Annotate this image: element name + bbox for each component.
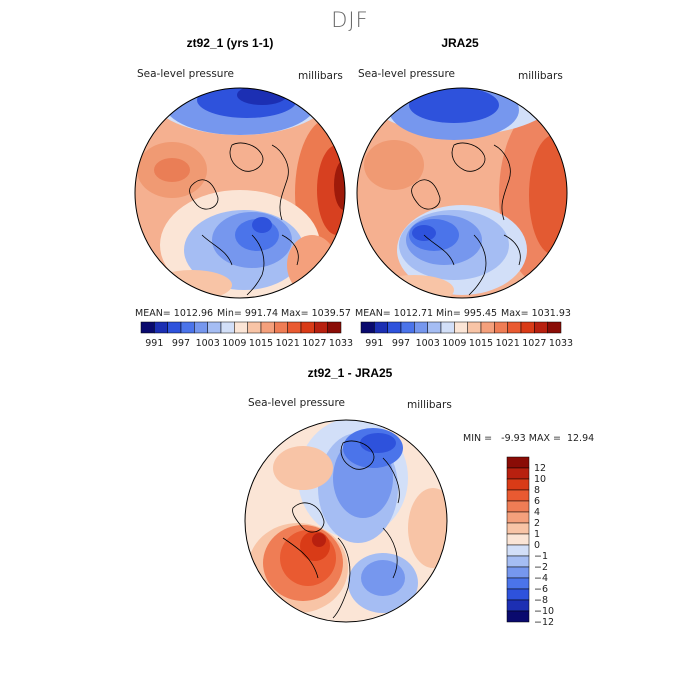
panel-1-colorbar-swatch [327, 321, 342, 334]
panel-2-colorbar-swatch [454, 321, 468, 334]
panel-1-colorbar-swatch [300, 321, 315, 334]
panel-1-colorbar-tick-label: 1033 [329, 338, 353, 349]
diff-colorbar-swatch [506, 500, 530, 513]
panel-2-colorbar-swatch [427, 321, 442, 334]
panel-2-units-label: millibars [518, 70, 563, 82]
panel-1-map [134, 87, 346, 299]
panel-2-colorbar-swatch [374, 321, 388, 334]
panel-2-map [356, 87, 568, 299]
panel-1-colorbar-swatch [260, 321, 275, 334]
panel-1-variable-label: Sea-level pressure [137, 68, 235, 80]
panel-1-colorbar-swatch [140, 321, 155, 334]
panel-2-colorbar-swatch [494, 321, 508, 334]
panel-2-title: JRA25 [441, 36, 479, 50]
panel-2-colorbar-swatch [467, 321, 482, 334]
diff-colorbar-tick-label: 4 [534, 507, 540, 518]
panel-2-colorbar-swatch [387, 321, 402, 334]
diff-colorbar-tick-label: 0 [534, 540, 540, 551]
diff-panel-map [244, 419, 448, 623]
diff-colorbar-tick-label: 10 [534, 474, 546, 485]
panel-2-colorbar-swatch [440, 321, 455, 334]
panel-2-colorbar-swatch [414, 321, 428, 334]
panel-2-colorbar-tick-label: 1027 [522, 338, 546, 349]
diff-colorbar-swatch [506, 456, 530, 469]
panel-1-colorbar-swatch [167, 321, 182, 334]
diff-colorbar-tick-label: 2 [534, 518, 540, 529]
panel-2-colorbar-swatch [534, 321, 548, 334]
panel-1-units-label: millibars [298, 70, 343, 82]
panel-1-colorbar-tick-label: 1021 [276, 338, 300, 349]
season-title: DJF [331, 8, 369, 32]
panel-2-colorbar-tick-label: 1009 [442, 338, 466, 349]
diff-colorbar-tick-label: 8 [534, 485, 540, 496]
panel-2-colorbar-swatch [400, 321, 415, 334]
panel-1-colorbar-swatch [154, 321, 168, 334]
diff-colorbar-tick-label: 1 [534, 529, 540, 540]
panel-2-colorbar-tick-label: 1021 [496, 338, 520, 349]
panel-2-colorbar-swatch [507, 321, 522, 334]
panel-1-mean: MEAN= 1012.96 [135, 308, 214, 319]
panel-1-colorbar: 991 997 1003 1009 1015 1021 1027 1033 [140, 321, 353, 349]
panel-2-colorbar-tick-label: 1003 [416, 338, 440, 349]
panel-2-mean: MEAN= 1012.71 [355, 308, 434, 319]
panel-1-colorbar-tick-label: 1009 [222, 338, 246, 349]
panel-1-colorbar-swatch [314, 321, 328, 334]
diff-colorbar-tick-label: −6 [534, 584, 548, 595]
diff-colorbar-tick-label: 6 [534, 496, 540, 507]
diff-colorbar-swatch [506, 511, 530, 524]
panel-2-colorbar-swatch [547, 321, 562, 334]
diff-panel-variable-label: Sea-level pressure [248, 397, 346, 409]
panel-1-colorbar-swatch [287, 321, 302, 334]
diff-colorbar-swatch [506, 489, 530, 502]
panel-2-min: Min= 995.45 [436, 308, 498, 319]
panel-1-colorbar-swatch [180, 321, 195, 334]
diff-colorbar-tick-label: −2 [534, 562, 548, 573]
diff-colorbar-tick-label: −8 [534, 595, 548, 606]
diff-colorbar-swatch [506, 522, 530, 535]
panel-1-max: Max= 1039.57 [281, 308, 351, 319]
diff-colorbar-swatch [506, 577, 530, 590]
diff-panel-units-label: millibars [407, 399, 452, 411]
diff-colorbar-swatch [506, 533, 530, 546]
panel-1-title: zt92_1 (yrs 1-1) [186, 36, 274, 50]
panel-1-colorbar-swatch [274, 321, 288, 334]
panel-2-colorbar-swatch [520, 321, 535, 334]
panel-2-max: Max= 1031.93 [501, 308, 571, 319]
panel-2-colorbar-swatch [480, 321, 495, 334]
panel-1-colorbar-swatch [194, 321, 208, 334]
panel-1-colorbar-tick-label: 1027 [302, 338, 326, 349]
diff-colorbar-swatch [506, 566, 530, 579]
panel-2-colorbar-tick-label: 1033 [549, 338, 573, 349]
diff-colorbar-tick-label: −12 [534, 617, 554, 628]
panel-1-colorbar-tick-label: 1003 [196, 338, 220, 349]
panel-2-colorbar: 991 997 1003 1009 1015 1021 1027 1033 [360, 321, 573, 349]
panel-1-colorbar-swatch [247, 321, 262, 334]
diff-panel-minmax: MIN = -9.93 MAX = 12.94 [463, 433, 595, 444]
panel-1-colorbar-swatch [234, 321, 248, 334]
panel-1-colorbar-swatch [220, 321, 235, 334]
panel-2-colorbar-tick-label: 1015 [469, 338, 493, 349]
panel-1-colorbar-tick-label: 991 [145, 338, 163, 349]
diff-colorbar-swatch [506, 467, 530, 480]
diff-colorbar-swatch [506, 544, 530, 557]
diff-panel-title: zt92_1 - JRA25 [307, 366, 393, 380]
panel-2-variable-label: Sea-level pressure [358, 68, 456, 80]
panel-1-colorbar-tick-label: 1015 [249, 338, 273, 349]
diff-colorbar-swatch [506, 599, 530, 612]
diff-colorbar-swatch [506, 478, 530, 491]
diff-colorbar-tick-label: −1 [534, 551, 548, 562]
panel-2-colorbar-tick-label: 997 [392, 338, 410, 349]
panel-1-colorbar-swatch [207, 321, 222, 334]
diff-colorbar-tick-label: −10 [534, 606, 554, 617]
panel-1-min: Min= 991.74 [217, 308, 279, 319]
diff-colorbar-swatch [506, 555, 530, 568]
diff-colorbar-tick-label: 12 [534, 463, 546, 474]
panel-2-colorbar-swatch [360, 321, 375, 334]
panel-2-colorbar-tick-label: 991 [365, 338, 383, 349]
panel-1-colorbar-tick-label: 997 [172, 338, 190, 349]
diff-colorbar-swatch [506, 588, 530, 601]
diff-colorbar-tick-label: −4 [534, 573, 548, 584]
diff-colorbar-swatch [506, 610, 530, 623]
